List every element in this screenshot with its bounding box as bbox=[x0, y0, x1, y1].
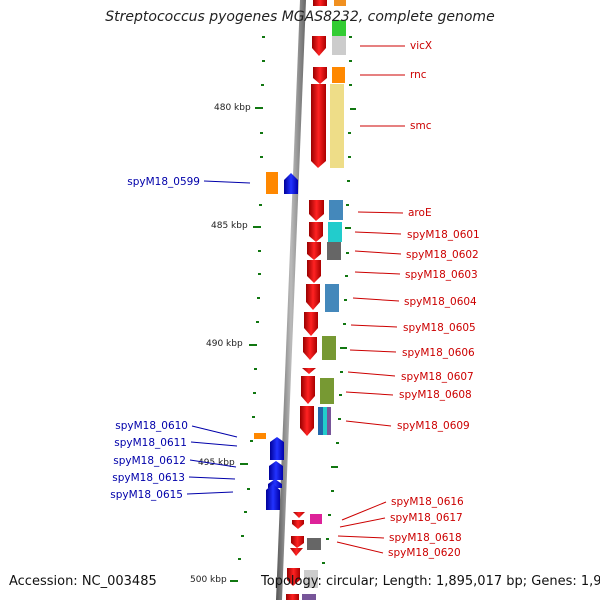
ruler-tick bbox=[240, 463, 248, 465]
ruler-label: 495 kbp bbox=[198, 458, 235, 468]
reverse-genes bbox=[266, 173, 298, 510]
gene-label-rnc: rnc bbox=[410, 69, 427, 81]
ruler-tick bbox=[253, 226, 261, 228]
gene-label-0620: spyM18_0620 bbox=[388, 547, 461, 559]
ruler-label: 480 kbp bbox=[214, 103, 251, 113]
ruler-label: 485 kbp bbox=[211, 221, 248, 231]
ruler-ticks bbox=[230, 36, 265, 582]
gene-arrow-aroE bbox=[309, 200, 324, 221]
gene-label-0604: spyM18_0604 bbox=[404, 296, 477, 308]
gene-label-0607: spyM18_0607 bbox=[401, 371, 474, 383]
gene-arrow-0605 bbox=[304, 312, 318, 336]
gene-label-vicX: vicX bbox=[410, 40, 432, 52]
ruler-tick bbox=[259, 204, 262, 206]
gene-arrow-rnc bbox=[313, 67, 327, 84]
gene-arrow-0610 bbox=[270, 437, 284, 446]
gene-arrow-0609 bbox=[300, 406, 314, 436]
gene-label-0605: spyM18_0605 bbox=[403, 322, 476, 334]
ruler-tick bbox=[254, 368, 257, 370]
ruler-tick bbox=[260, 132, 263, 134]
gene-label-0606: spyM18_0606 bbox=[402, 347, 475, 359]
gene-label-0617: spyM18_0617 bbox=[390, 512, 463, 524]
ruler-tick bbox=[262, 36, 265, 38]
gene-arrow-0603 bbox=[307, 260, 321, 283]
gene-arrow-vicX bbox=[312, 36, 326, 56]
right-gene-labels: vicX rnc smc aroE spyM18_0601 spyM18_060… bbox=[388, 40, 480, 559]
ruler-tick bbox=[249, 344, 257, 346]
gene-arrow-0618 bbox=[291, 536, 304, 548]
ruler-tick bbox=[256, 321, 259, 323]
gene-label-0615: spyM18_0615 bbox=[110, 489, 183, 501]
ruler-tick bbox=[238, 558, 241, 560]
gene-label-0611: spyM18_0611 bbox=[114, 437, 187, 449]
gene-arrow-0615 bbox=[266, 484, 280, 510]
gene-label-0601: spyM18_0601 bbox=[407, 229, 480, 241]
gene-arrow-0620 bbox=[290, 548, 303, 556]
gene-arrow-0608 bbox=[301, 376, 315, 404]
gene-arrow-0601 bbox=[309, 222, 323, 242]
right-leaders bbox=[336, 45, 405, 554]
ruler-label: 500 kbp bbox=[190, 575, 227, 585]
gene-label-0618: spyM18_0618 bbox=[389, 532, 462, 544]
gene-label-0616: spyM18_0616 bbox=[391, 496, 464, 508]
gene-label-0613: spyM18_0613 bbox=[112, 472, 185, 484]
gene-label-0610: spyM18_0610 bbox=[115, 420, 188, 432]
gene-arrow-0604 bbox=[306, 284, 320, 310]
ruler-tick bbox=[253, 392, 256, 394]
ruler-tick bbox=[247, 488, 250, 490]
gene-label-smc: smc bbox=[410, 120, 432, 132]
gene-label-aroE: aroE bbox=[408, 207, 432, 219]
ruler-tick bbox=[261, 84, 264, 86]
right-ticks bbox=[322, 36, 356, 564]
ruler-tick bbox=[252, 416, 255, 418]
topology-text: Topology: circular; Length: 1,895,017 bp… bbox=[261, 574, 600, 589]
ruler-tick bbox=[262, 60, 265, 62]
left-gene-labels: spyM18_0599 spyM18_0610 spyM18_0611 spyM… bbox=[110, 176, 200, 501]
ruler-tick bbox=[230, 580, 238, 582]
accession-text: Accession: NC_003485 bbox=[9, 574, 157, 589]
gene-arrow-0612 bbox=[269, 461, 283, 480]
gene-arrow-0602 bbox=[307, 242, 321, 260]
gene-arrow-0611 bbox=[270, 446, 284, 460]
ruler-tick bbox=[258, 250, 261, 252]
gene-arrow-0599 bbox=[284, 173, 298, 194]
gene-label-0599: spyM18_0599 bbox=[127, 176, 200, 188]
ruler-tick bbox=[258, 273, 261, 275]
function-blocks bbox=[254, 0, 346, 600]
genome-backbone bbox=[276, 0, 306, 600]
left-leaders bbox=[186, 180, 251, 495]
gene-label-0612: spyM18_0612 bbox=[113, 455, 186, 467]
ruler-tick bbox=[260, 156, 263, 158]
ruler-tick bbox=[255, 107, 263, 109]
ruler-labels: 480 kbp 485 kbp 490 kbp 495 kbp 500 kbp bbox=[190, 103, 251, 585]
gene-arrow-0606 bbox=[303, 337, 317, 360]
gene-label-0603: spyM18_0603 bbox=[405, 269, 478, 281]
ruler-tick bbox=[257, 297, 260, 299]
forward-genes bbox=[286, 0, 327, 600]
ruler-tick bbox=[244, 511, 247, 513]
gene-arrow-0617 bbox=[292, 520, 304, 529]
gene-arrow-smc bbox=[311, 84, 326, 168]
ruler-label: 490 kbp bbox=[206, 339, 243, 349]
ruler-tick bbox=[241, 535, 244, 537]
ruler-tick bbox=[250, 440, 253, 442]
gene-arrow-0607 bbox=[302, 368, 316, 374]
gene-arrow-0616 bbox=[293, 512, 305, 518]
genome-title: Streptococcus pyogenes MGAS8232, complet… bbox=[105, 9, 495, 25]
gene-label-0608: spyM18_0608 bbox=[399, 389, 472, 401]
gene-label-0609: spyM18_0609 bbox=[397, 420, 470, 432]
gene-label-0602: spyM18_0602 bbox=[406, 249, 479, 261]
